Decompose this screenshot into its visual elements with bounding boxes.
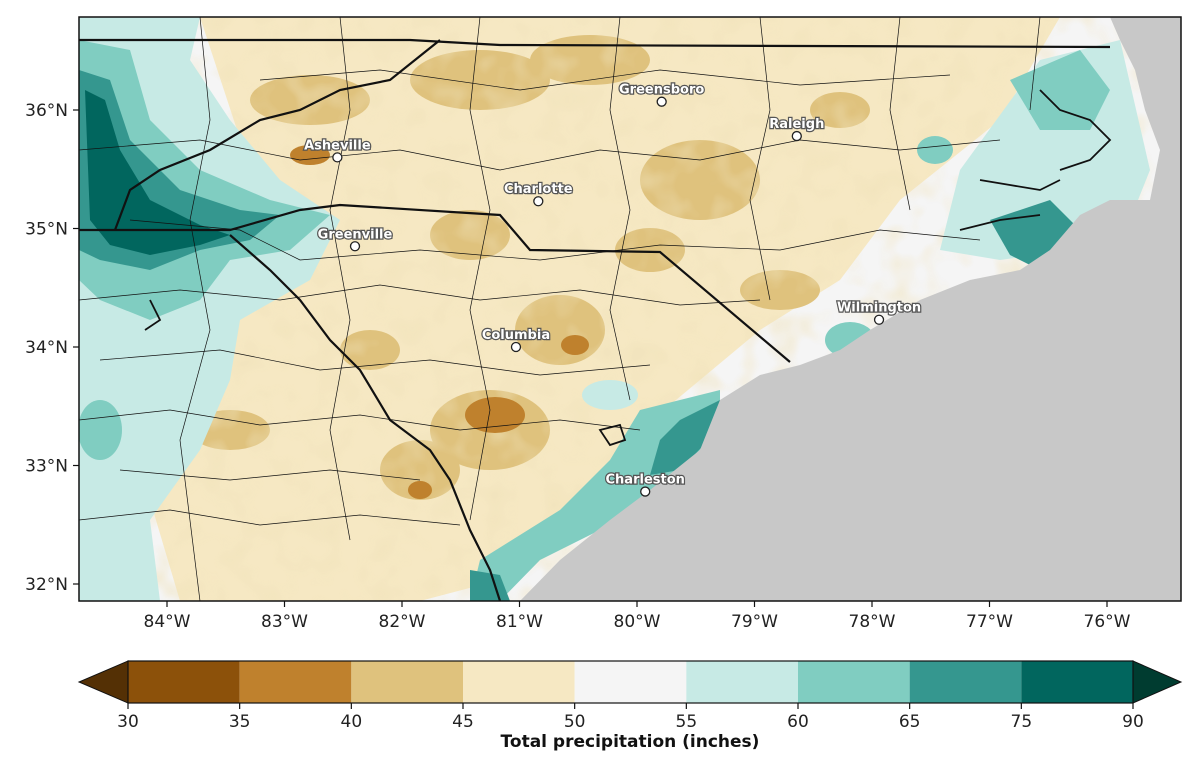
city-label: Asheville	[304, 138, 371, 153]
colorbar-segment	[128, 661, 240, 703]
colorbar-segment	[798, 661, 910, 703]
wet-coast-sc	[470, 390, 720, 601]
city-marker	[349, 241, 361, 252]
city-marker	[656, 96, 667, 107]
colorbar-tick-label: 45	[452, 712, 474, 732]
city-label: Raleigh	[769, 117, 824, 132]
colorbar-tick-label: 75	[1011, 712, 1033, 732]
colorbar-tick-label: 35	[229, 712, 251, 732]
driest-cores	[290, 145, 589, 499]
city-label: Wilmington	[837, 301, 921, 316]
lon-tick-label: 79°W	[731, 612, 778, 632]
map-area: Greensboro Raleigh Asheville Charlotte Green…	[79, 17, 1181, 601]
city-label: Charlotte	[504, 182, 573, 197]
ocean	[520, 17, 1181, 601]
lat-tick-label: 34°N	[25, 338, 68, 358]
lon-tick-label: 81°W	[496, 612, 543, 632]
colorbar-title: Total precipitation (inches)	[501, 732, 760, 752]
colorbar-segment	[574, 661, 687, 703]
colorbar-tick-label: 90	[1122, 712, 1144, 732]
lon-tick-label: 82°W	[379, 612, 426, 632]
latitude-axis: 36°N 35°N 34°N 33°N 32°N	[25, 101, 79, 595]
colorbar-tick-label: 55	[676, 712, 698, 732]
city-label: Greenville	[318, 227, 393, 242]
colorbar-segment	[909, 661, 1022, 703]
wet-blotch-sc	[582, 380, 638, 410]
lat-tick-label: 35°N	[25, 220, 68, 240]
coastline	[144, 89, 1112, 447]
colorbar-segment	[351, 661, 463, 703]
colorbar-segment	[1021, 661, 1133, 703]
map-frame	[78, 16, 1182, 602]
city-marker	[873, 314, 885, 325]
colorbar-tick-label: 60	[787, 712, 809, 732]
colorbar-segment	[686, 661, 798, 703]
lon-tick-label: 83°W	[261, 612, 308, 632]
colorbar-tick-label: 65	[899, 712, 921, 732]
colorbar-segment	[463, 661, 575, 703]
wet-blotch-ne	[917, 136, 953, 164]
city-label: Greensboro	[619, 83, 704, 98]
lat-tick-label: 36°N	[25, 101, 68, 121]
city-markers: Greensboro Raleigh Asheville Charlotte Green…	[303, 82, 922, 497]
city-label: Charleston	[606, 473, 685, 488]
state-borders	[79, 38, 1111, 601]
colorbar-tick-label: 40	[341, 712, 363, 732]
lon-tick-label: 78°W	[849, 612, 896, 632]
lat-tick-label: 33°N	[25, 457, 68, 477]
city-marker	[332, 152, 343, 163]
city-marker	[533, 196, 544, 207]
wet-coast-nc-mid	[1010, 50, 1110, 130]
lon-tick-label: 76°W	[1084, 612, 1131, 632]
county-lines	[79, 17, 1041, 601]
city-marker	[791, 130, 802, 142]
city-marker	[640, 486, 651, 497]
wet-blotch-ga	[79, 400, 122, 460]
lon-tick-label: 84°W	[144, 612, 191, 632]
colorbar-tick-label: 30	[117, 712, 139, 732]
lon-tick-label: 77°W	[966, 612, 1013, 632]
colorbar-segment	[239, 661, 352, 703]
city-marker	[510, 341, 522, 353]
longitude-axis: 84°W 83°W 82°W 81°W 80°W 79°W 78°W 77°W 76°W	[144, 601, 1131, 632]
colorbar-extend-min	[77, 660, 129, 704]
wet-sc-southtip	[470, 570, 510, 601]
colorbar-tick-label: 50	[564, 712, 586, 732]
colorbar: 30 35 40 45 50 55 60 65 75 90	[77, 660, 1183, 732]
colorbar-frame	[127, 660, 1134, 704]
lat-tick-label: 32°N	[25, 575, 68, 595]
city-label: Columbia	[482, 328, 550, 343]
wet-coast-sc-dark	[650, 400, 720, 475]
colorbar-extend-max	[1132, 660, 1183, 704]
lon-tick-label: 80°W	[614, 612, 661, 632]
